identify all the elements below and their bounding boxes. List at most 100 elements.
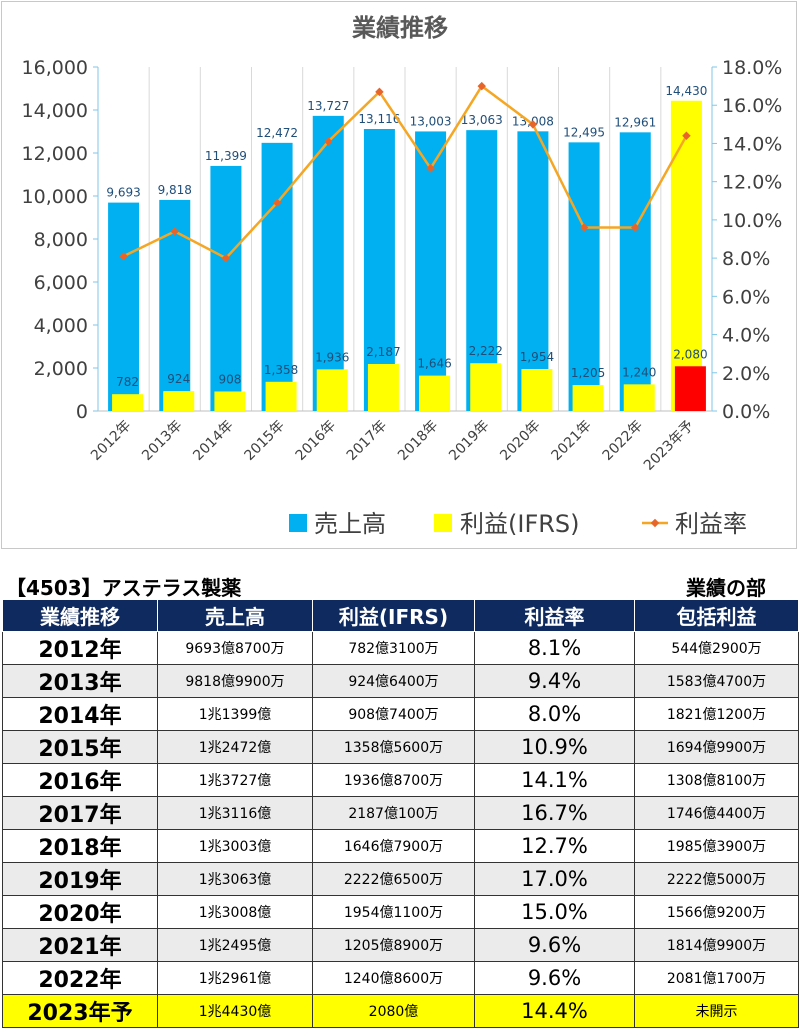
col-header-period: 業績推移 bbox=[2, 599, 158, 632]
left-tick-label: 10,000 bbox=[22, 186, 88, 208]
cell-sales: 1兆3727億 bbox=[157, 763, 313, 797]
cell-comprehensive-income: 1814億9900万 bbox=[634, 928, 799, 962]
cell-comprehensive-income: 1566億9200万 bbox=[634, 895, 799, 929]
cell-profit: 1205億8900万 bbox=[312, 928, 475, 962]
profit-bar bbox=[572, 385, 604, 411]
x-tick-label: 2013年 bbox=[139, 418, 185, 464]
cell-year: 2019年 bbox=[2, 862, 158, 896]
table-row: 2023年予 1兆4430億 2080億 14.4% 未開示 bbox=[2, 994, 799, 1028]
cell-profit: 2080億 bbox=[312, 994, 475, 1028]
performance-chart: 業績推移 0 2,000 4,000 6,000 8,000 10,000 12,000 14,… bbox=[22, 14, 783, 538]
cell-margin: 12.7% bbox=[474, 829, 635, 863]
margin-point bbox=[272, 198, 282, 207]
cell-margin: 9.4% bbox=[474, 664, 635, 698]
sales-value-label: 13,727 bbox=[307, 99, 349, 113]
cell-margin: 8.1% bbox=[474, 631, 635, 665]
table-row: 2016年 1兆3727億 1936億8700万 14.1% 1308億8100万 bbox=[2, 763, 799, 797]
margin-point bbox=[324, 137, 333, 146]
x-tick-label: 2012年 bbox=[88, 418, 134, 464]
x-tick-label: 2021年 bbox=[548, 418, 594, 464]
profit-value-label: 908 bbox=[218, 372, 241, 386]
sales-bar bbox=[517, 131, 549, 411]
left-tick-label: 6,000 bbox=[34, 272, 88, 294]
cell-sales: 1兆2961億 bbox=[157, 961, 313, 995]
cell-sales: 1兆3003億 bbox=[157, 829, 313, 863]
profit-value-label: 1,240 bbox=[622, 365, 656, 379]
sales-value-label: 11,399 bbox=[205, 149, 247, 163]
profit-value-label: 1,646 bbox=[417, 357, 451, 371]
sales-value-label: 13,063 bbox=[461, 113, 503, 127]
left-tick-label: 14,000 bbox=[22, 100, 88, 122]
sales-value-label: 12,495 bbox=[563, 125, 605, 139]
legend-label-profit: 利益(IFRS) bbox=[460, 510, 580, 538]
profit-bar bbox=[163, 391, 195, 411]
cell-margin: 10.9% bbox=[474, 730, 635, 764]
table-row: 2021年 1兆2495億 1205億8900万 9.6% 1814億9900万 bbox=[2, 928, 799, 962]
legend-swatch-profit bbox=[434, 514, 452, 532]
table-header-row: 業績推移 売上高 利益(IFRS) 利益率 包括利益 bbox=[2, 599, 799, 632]
section-title: 業績の部 bbox=[686, 576, 766, 600]
cell-sales: 1兆2495億 bbox=[157, 928, 313, 962]
profit-bar bbox=[674, 366, 706, 411]
sales-value-label: 13,116 bbox=[358, 112, 400, 126]
cell-comprehensive-income: 1583億4700万 bbox=[634, 664, 799, 698]
sales-bar bbox=[619, 132, 651, 411]
cell-profit: 1936億8700万 bbox=[312, 763, 475, 797]
profit-value-label: 1,205 bbox=[571, 366, 605, 380]
left-tick-label: 16,000 bbox=[22, 57, 88, 79]
legend-label-margin: 利益率 bbox=[675, 510, 747, 538]
table-row: 2015年 1兆2472億 1358億5600万 10.9% 1694億9900万 bbox=[2, 730, 799, 764]
profit-value-label: 1,936 bbox=[315, 350, 349, 364]
cell-year: 2020年 bbox=[2, 895, 158, 929]
right-tick-label: 16.0% bbox=[722, 95, 782, 117]
x-tick-label: 2015年 bbox=[241, 418, 287, 464]
col-header-profit: 利益(IFRS) bbox=[312, 599, 475, 632]
cell-year: 2016年 bbox=[2, 763, 158, 797]
sales-value-label: 12,961 bbox=[614, 115, 656, 129]
cell-profit: 924億6400万 bbox=[312, 664, 475, 698]
right-tick-label: 10.0% bbox=[722, 210, 782, 232]
sales-bar bbox=[261, 142, 293, 412]
company-title: 【4503】アステラス製薬 bbox=[6, 576, 242, 600]
sales-bar bbox=[108, 202, 140, 411]
sales-bar bbox=[210, 165, 242, 411]
sales-bar bbox=[415, 131, 447, 412]
profit-value-label: 1,954 bbox=[520, 350, 554, 364]
table-row: 2018年 1兆3003億 1646億7900万 12.7% 1985億3900万 bbox=[2, 829, 799, 863]
right-tick-label: 18.0% bbox=[722, 57, 782, 79]
left-tick-label: 8,000 bbox=[34, 229, 88, 251]
profit-value-label: 2,187 bbox=[366, 345, 400, 359]
chart-panel: 業績推移 0 2,000 4,000 6,000 8,000 10,000 12,000 14,… bbox=[1, 1, 797, 549]
right-tick-label: 4.0% bbox=[722, 325, 770, 347]
right-tick-label: 14.0% bbox=[722, 133, 782, 155]
table-row: 2012年 9693億8700万 782億3100万 8.1% 544億2900万 bbox=[2, 631, 799, 665]
cell-year: 2015年 bbox=[2, 730, 158, 764]
right-tick-label: 0.0% bbox=[722, 401, 770, 423]
cell-sales: 1兆3063億 bbox=[157, 862, 313, 896]
margin-point bbox=[170, 227, 179, 236]
x-tick-label: 2020年 bbox=[497, 418, 543, 464]
margin-point bbox=[426, 164, 435, 173]
table-row: 2022年 1兆2961億 1240億8600万 9.6% 2081億1700万 bbox=[2, 961, 799, 995]
cell-year: 2017年 bbox=[2, 796, 158, 830]
cell-margin: 8.0% bbox=[474, 697, 635, 731]
cell-margin: 9.6% bbox=[474, 961, 635, 995]
cell-comprehensive-income: 1694億9900万 bbox=[634, 730, 799, 764]
table-row: 2013年 9818億9900万 924億6400万 9.4% 1583億4700万 bbox=[2, 664, 799, 698]
cell-margin: 17.0% bbox=[474, 862, 635, 896]
cell-comprehensive-income: 1308億8100万 bbox=[634, 763, 799, 797]
table-row: 2020年 1兆3008億 1954億1100万 15.0% 1566億9200万 bbox=[2, 895, 799, 929]
profit-value-label: 782 bbox=[116, 375, 139, 389]
margin-line bbox=[123, 84, 688, 260]
cell-sales: 1兆2472億 bbox=[157, 730, 313, 764]
sales-value-label: 9,693 bbox=[106, 186, 140, 200]
x-tick-label: 2014年 bbox=[190, 418, 236, 464]
x-tick-label: 2017年 bbox=[344, 418, 390, 464]
profit-bar bbox=[265, 381, 297, 411]
profit-bar bbox=[521, 368, 553, 411]
table-row: 2014年 1兆1399億 908億7400万 8.0% 1821億1200万 bbox=[2, 697, 799, 731]
margin-point bbox=[119, 251, 128, 261]
cell-year: 2013年 bbox=[2, 664, 158, 698]
cell-profit: 1240億8600万 bbox=[312, 961, 475, 995]
cell-comprehensive-income: 未開示 bbox=[634, 994, 799, 1028]
